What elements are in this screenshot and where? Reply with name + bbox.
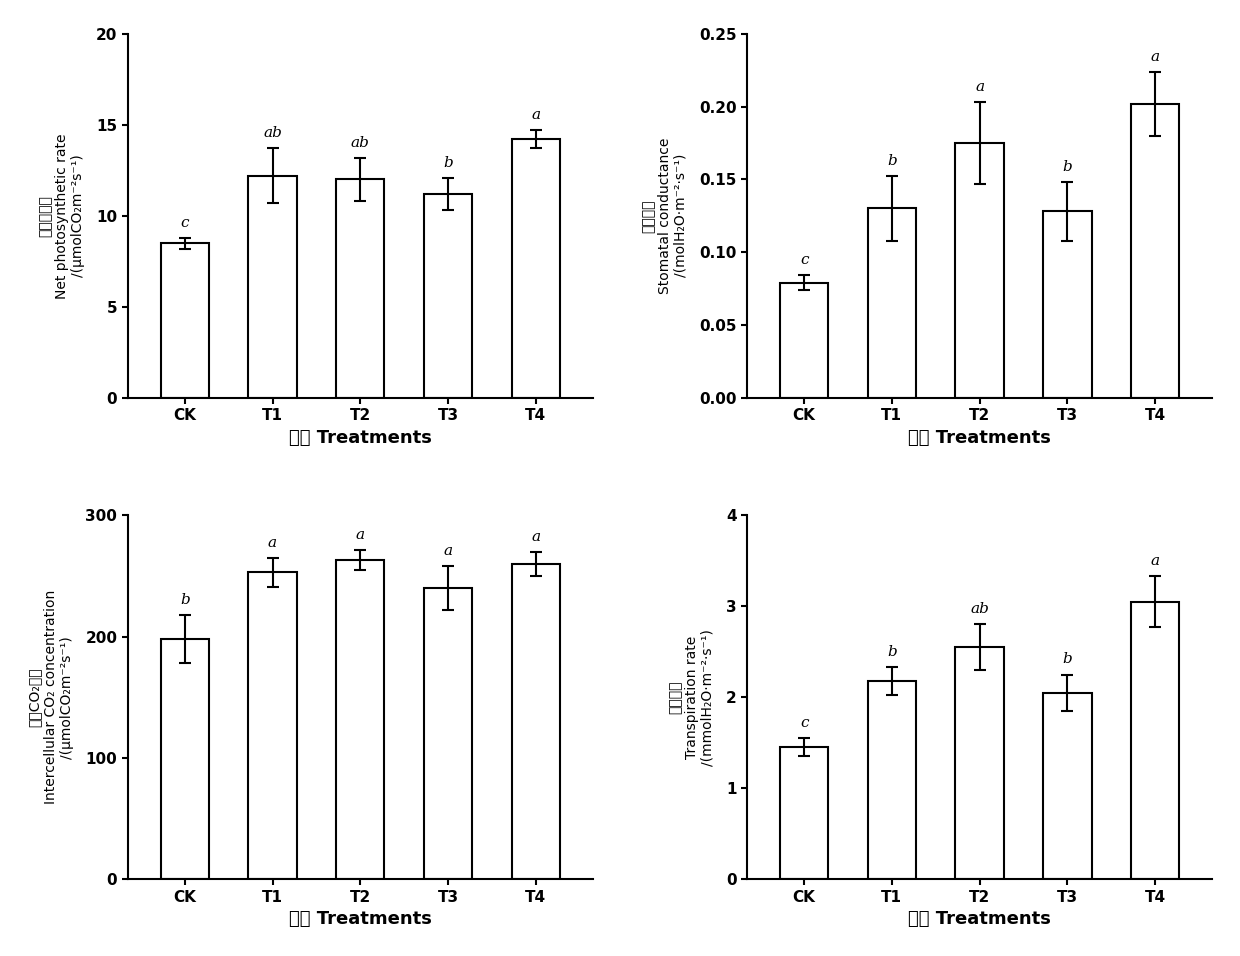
Y-axis label: 气孔导度
Stomatal conductance
/(molH₂O·m⁻²·s⁻¹): 气孔导度 Stomatal conductance /(molH₂O·m⁻²·s…: [641, 138, 688, 293]
Bar: [424, 588, 472, 880]
Text: c: c: [181, 216, 188, 229]
Bar: [161, 243, 208, 398]
Text: c: c: [800, 716, 808, 730]
Text: b: b: [887, 645, 897, 660]
Bar: [336, 560, 384, 880]
Text: a: a: [531, 108, 541, 122]
Text: a: a: [444, 544, 453, 558]
Bar: [868, 208, 916, 398]
X-axis label: 处理 Treatments: 处理 Treatments: [289, 910, 432, 928]
X-axis label: 处理 Treatments: 处理 Treatments: [908, 428, 1052, 446]
Text: ab: ab: [351, 136, 370, 149]
Bar: [1131, 103, 1179, 398]
Bar: [956, 143, 1003, 398]
Text: b: b: [443, 156, 453, 169]
Bar: [780, 748, 828, 880]
Bar: [956, 647, 1003, 880]
Bar: [248, 176, 296, 398]
Text: b: b: [1063, 161, 1073, 174]
Text: c: c: [800, 253, 808, 268]
Bar: [512, 564, 560, 880]
Text: b: b: [1063, 653, 1073, 666]
Text: a: a: [531, 530, 541, 544]
Bar: [780, 283, 828, 398]
Text: ab: ab: [970, 602, 990, 617]
Text: b: b: [887, 155, 897, 168]
Y-axis label: 胞间CO₂浓度
Intercellular CO₂ concentration
/(μmolCO₂m⁻²s⁻¹): 胞间CO₂浓度 Intercellular CO₂ concentration …: [27, 590, 74, 804]
Bar: [868, 681, 916, 880]
Text: b: b: [180, 593, 190, 607]
Bar: [1043, 211, 1091, 398]
Bar: [424, 194, 472, 398]
Text: a: a: [1151, 554, 1159, 568]
Y-axis label: 净光合速率
Net photosynthetic rate
/(μmolCO₂m⁻²s⁻¹): 净光合速率 Net photosynthetic rate /(μmolCO₂m…: [38, 133, 84, 298]
Bar: [512, 140, 560, 398]
X-axis label: 处理 Treatments: 处理 Treatments: [289, 428, 432, 446]
Y-axis label: 蒸腾速率
Transpiration rate
/(mmolH₂O·m⁻²·s⁻¹): 蒸腾速率 Transpiration rate /(mmolH₂O·m⁻²·s⁻…: [668, 629, 714, 766]
Text: a: a: [356, 529, 365, 542]
Bar: [161, 639, 208, 880]
Bar: [248, 573, 296, 880]
X-axis label: 处理 Treatments: 处理 Treatments: [908, 910, 1052, 928]
Bar: [336, 180, 384, 398]
Text: a: a: [975, 80, 985, 95]
Text: ab: ab: [263, 126, 281, 141]
Text: a: a: [1151, 50, 1159, 64]
Bar: [1131, 601, 1179, 880]
Text: a: a: [268, 535, 277, 550]
Bar: [1043, 693, 1091, 880]
